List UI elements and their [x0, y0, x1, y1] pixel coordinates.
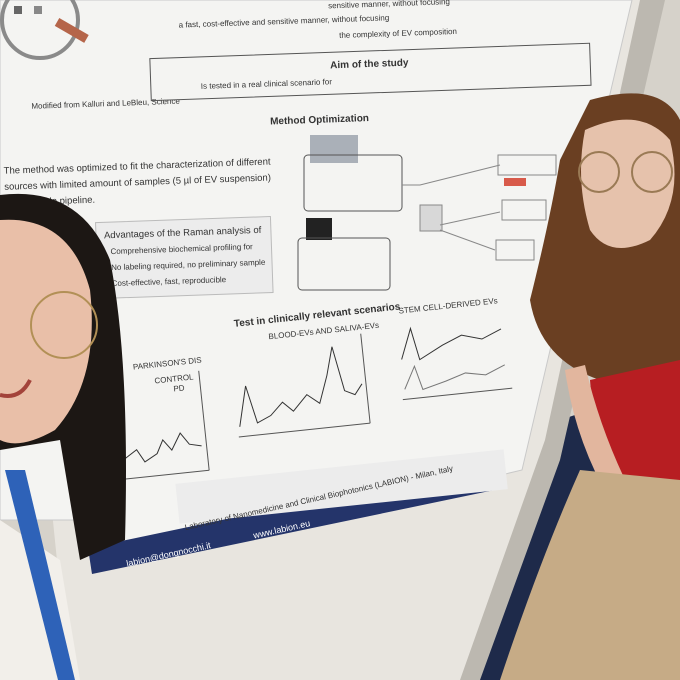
ev-diagram: [0, 0, 89, 60]
arrow: [402, 164, 501, 186]
tube: [504, 178, 526, 186]
spectrum: [401, 326, 502, 361]
trousers: [500, 470, 680, 680]
method-heading: Method Optimization: [270, 113, 369, 127]
arrow: [439, 229, 496, 251]
workflow-box: [303, 154, 403, 212]
receptor: [54, 18, 89, 43]
organelle: [34, 6, 42, 14]
intro-line: sensitive manner, without focusing: [328, 0, 450, 10]
instrument: [310, 135, 358, 163]
workflow-box: [297, 237, 391, 291]
instrument: [419, 204, 443, 232]
workflow-box: [501, 199, 547, 221]
conclusion-box: [175, 449, 508, 524]
spectrum: [124, 432, 202, 463]
workflow-diagram: [297, 135, 557, 291]
smile: [0, 379, 32, 398]
instrument: [306, 218, 332, 240]
axis: [238, 422, 371, 438]
glasses: [578, 151, 620, 193]
aim-heading: Aim of the study: [330, 58, 409, 72]
axis: [198, 370, 210, 471]
spectrum: [239, 346, 363, 427]
person-left: [0, 193, 126, 680]
person-right: [500, 93, 680, 680]
advantages-item: Cost-effective, fast, reproducible: [112, 275, 227, 288]
aim-box: [149, 42, 592, 102]
axis: [402, 387, 513, 401]
panel-legend: CONTROL: [154, 372, 194, 385]
spectrum: [404, 364, 505, 391]
intro-line: the complexity of EV composition: [339, 27, 457, 40]
arm: [565, 365, 630, 500]
glasses: [30, 291, 98, 359]
panel-legend: PD: [173, 383, 185, 393]
axis: [360, 333, 371, 424]
arrow: [439, 211, 501, 226]
glasses: [631, 151, 673, 193]
workflow-box: [495, 239, 535, 261]
lanyard: [5, 470, 75, 680]
axis: [124, 469, 210, 480]
organelle: [14, 6, 22, 14]
cell-outline: [0, 0, 80, 60]
